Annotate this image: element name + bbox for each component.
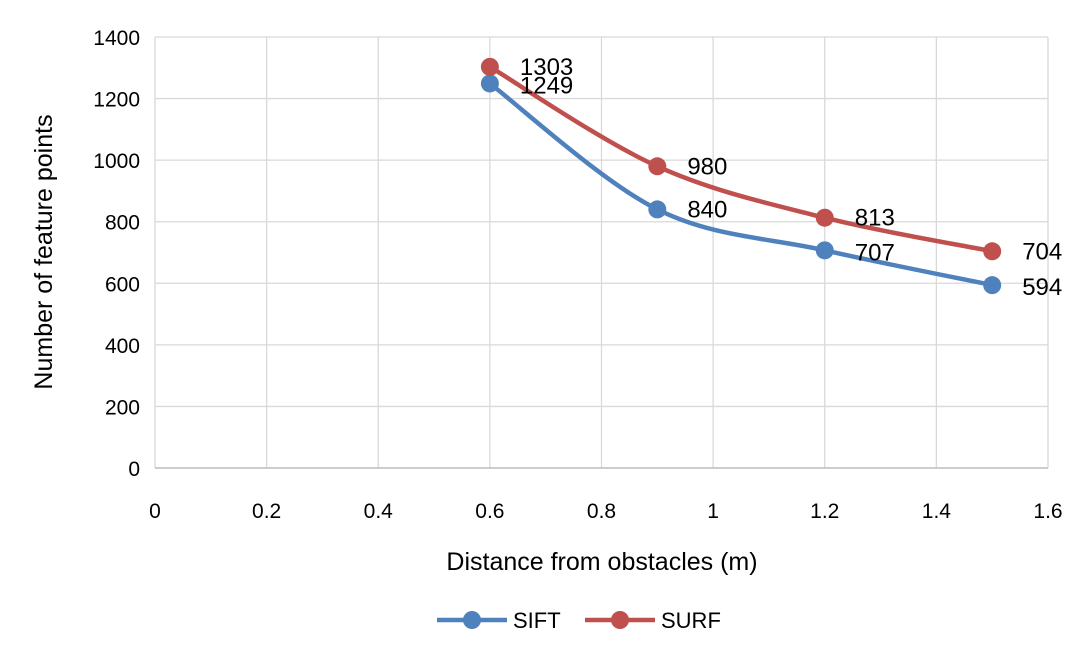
y-tick-label: 400: [105, 335, 140, 358]
x-tick-label: 1.4: [922, 500, 952, 523]
y-tick-label: 1000: [93, 150, 140, 173]
data-label-surf: 704: [1022, 238, 1062, 265]
data-label-surf: 813: [855, 205, 895, 232]
legend-item-surf: SURF: [585, 608, 721, 633]
data-point-surf: [983, 242, 1002, 261]
x-tick-label: 0.4: [364, 500, 394, 523]
y-tick-label: 800: [105, 212, 140, 235]
data-label-sift: 707: [855, 239, 895, 266]
legend-label: SIFT: [513, 608, 561, 633]
y-tick-label: 1400: [93, 27, 140, 50]
x-axis-title: Distance from obstacles (m): [446, 548, 757, 576]
data-point-surf: [648, 157, 667, 176]
y-tick-labels: 0 200 400 600 800 1000 1200 1400: [93, 27, 140, 481]
legend-swatch-marker: [611, 611, 629, 629]
y-tick-label: 0: [128, 458, 140, 481]
x-tick-label: 0.6: [475, 500, 504, 523]
x-tick-label: 1.6: [1033, 500, 1062, 523]
gridlines: [154, 36, 1049, 469]
series-line-sift: [487, 81, 995, 288]
data-point-sift: [480, 74, 499, 93]
series-sift: [480, 74, 1002, 295]
series-group: [480, 57, 1002, 295]
y-axis-title: Number of feature points: [30, 114, 58, 389]
y-tick-label: 200: [105, 396, 140, 419]
y-tick-label: 1200: [93, 89, 140, 112]
x-tick-label: 0: [149, 500, 161, 523]
legend-item-sift: SIFT: [437, 608, 561, 633]
data-label-sift: 840: [687, 196, 727, 223]
x-tick-labels: 0 0.2 0.4 0.6 0.8 1 1.2 1.4 1.6: [149, 500, 1062, 523]
y-tick-label: 600: [105, 273, 140, 296]
legend-swatch-marker: [463, 611, 481, 629]
legend: SIFT SURF: [437, 608, 721, 633]
x-tick-label: 0.2: [252, 500, 281, 523]
x-tick-label: 1: [707, 500, 719, 523]
data-point-sift: [983, 276, 1002, 295]
data-label-sift: 1249: [520, 72, 573, 99]
x-tick-label: 0.8: [587, 500, 616, 523]
data-point-surf: [480, 57, 499, 76]
data-label-surf: 1303: [520, 54, 573, 81]
series-surf: [480, 57, 1002, 261]
data-point-surf: [815, 208, 834, 227]
x-tick-label: 1.2: [810, 500, 839, 523]
legend-label: SURF: [661, 608, 721, 633]
series-line-surf: [487, 64, 995, 254]
data-label-surf: 980: [687, 153, 727, 180]
data-point-sift: [815, 241, 834, 260]
data-labels-group: 1249 840 707 594 1303 980 813 704: [520, 54, 1062, 301]
data-point-sift: [648, 200, 667, 219]
data-label-sift: 594: [1022, 274, 1062, 301]
